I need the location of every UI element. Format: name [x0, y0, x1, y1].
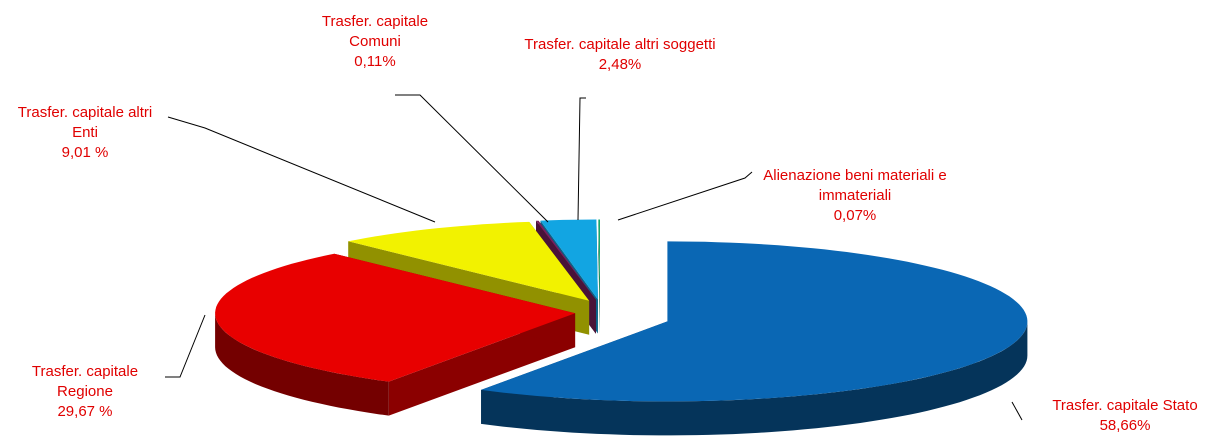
category-label: Trasfer. capitale altri Enti: [17, 104, 153, 141]
slice: [536, 220, 596, 300]
slice: [481, 241, 1028, 402]
data-label: Trasfer. capitale altri Enti 9,01 %: [10, 103, 160, 163]
data-label: Trasfer. capitale Comuni 0,11%: [310, 12, 440, 72]
data-label: Trasfer. capitale Stato 58,66%: [1005, 396, 1232, 436]
leader-line: [395, 94, 549, 223]
category-label: Trasfer. capitale Regione: [31, 363, 139, 400]
category-label: Trasfer. capitale Comuni: [321, 13, 429, 50]
slice-side: [598, 219, 600, 334]
slice: [215, 253, 576, 382]
slice: [215, 253, 576, 416]
leader-line: [167, 116, 436, 223]
category-label: Trasfer. capitale Stato: [1052, 397, 1198, 414]
slice: [348, 221, 590, 301]
leader-line: [165, 314, 206, 378]
leader-line: [617, 171, 753, 221]
value-label: 0,07%: [833, 207, 877, 224]
leader-line: [1011, 401, 1023, 421]
slice: [481, 241, 1028, 436]
category-label: Trasfer. capitale altri soggetti: [524, 36, 716, 53]
data-label: Trasfer. capitale Regione 29,67 %: [10, 362, 160, 422]
slice: [598, 219, 600, 300]
leader-line: [577, 97, 586, 221]
data-label: Alienazione beni materiali e immateriali…: [750, 166, 960, 226]
slice: [598, 219, 600, 334]
value-label: 58,66%: [1099, 417, 1151, 434]
slice-side: [388, 313, 576, 416]
data-label: Trasfer. capitale altri soggetti 2,48%: [500, 35, 740, 75]
slice: [540, 219, 598, 300]
value-label: 9,01 %: [61, 144, 109, 161]
category-label: Alienazione beni materiali e immateriali: [763, 167, 947, 204]
slice-side: [481, 321, 1028, 436]
value-label: 0,11%: [354, 53, 396, 70]
value-label: 29,67 %: [57, 403, 113, 420]
value-label: 2,48%: [598, 56, 642, 73]
slice-side: [215, 313, 389, 416]
